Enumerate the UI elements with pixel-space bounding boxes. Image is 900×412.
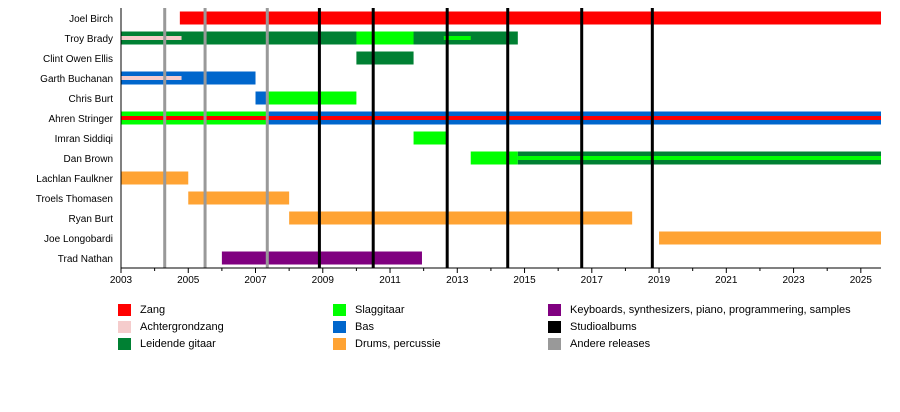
legend-swatch-studioalbums (548, 321, 561, 333)
member-label: Trad Nathan (58, 254, 113, 265)
legend-swatch-drums (333, 338, 346, 350)
member-label: Dan Brown (64, 154, 113, 165)
legend-label-drums: Drums, percussie (355, 338, 441, 350)
bar-achter (121, 76, 182, 80)
legend-label-achtergrondzang: Achtergrondzang (140, 321, 224, 333)
bar-drums (188, 191, 290, 205)
member-label: Imran Siddiqi (55, 134, 113, 145)
bar-drums (289, 211, 633, 225)
x-tick-label: 2021 (715, 275, 738, 286)
x-tick-label: 2013 (446, 275, 469, 286)
x-tick-label: 2011 (379, 275, 401, 286)
member-label: Clint Owen Ellis (43, 54, 113, 65)
legend-item-studioalbums: Studioalbums (548, 321, 637, 333)
bar-bas (121, 71, 256, 85)
legend-swatch-andere-releases (548, 338, 561, 350)
legend-label-andere-releases: Andere releases (570, 338, 651, 350)
member-labels: Joel Birch Troy Brady Clint Owen Ellis Gart… (36, 14, 114, 265)
legend-swatch-leidende-gitaar (118, 338, 131, 350)
bar-slag (267, 91, 357, 105)
x-tick-label: 2005 (177, 275, 200, 286)
legend-item-bas: Bas (333, 321, 374, 333)
x-tick-label: 2009 (312, 275, 335, 286)
legend-swatch-slaggitaar (333, 304, 346, 316)
member-label: Chris Burt (69, 94, 114, 105)
legend-label-zang: Zang (140, 304, 166, 316)
x-tick-label: 2003 (110, 275, 133, 286)
legend-swatch-keyboards (548, 304, 561, 316)
legend-item-achtergrondzang: Achtergrondzang (118, 321, 224, 333)
release-lines-layer (163, 8, 654, 268)
bar-drums (121, 171, 189, 185)
legend-label-slaggitaar: Slaggitaar (355, 304, 405, 316)
legend-label-leidende-gitaar: Leidende gitaar (140, 338, 216, 350)
member-label: Lachlan Faulkner (36, 174, 113, 185)
legend-item-keyboards: Keyboards, synthesizers, piano, programm… (548, 304, 851, 316)
member-label: Troels Thomasen (36, 194, 113, 205)
bars-layer (121, 11, 882, 265)
x-tick-label: 2025 (850, 275, 873, 286)
bar-bas (255, 91, 268, 105)
x-tick-label: 2019 (648, 275, 671, 286)
legend-item-drums: Drums, percussie (333, 338, 441, 350)
member-label: Ryan Burt (69, 214, 114, 225)
bar-zang (121, 116, 881, 120)
bar-slag (356, 31, 414, 45)
bar-slag (443, 36, 471, 40)
x-axis: 2003 2005 2007 2009 2011 2013 2015 2017 2019 2021… (110, 8, 881, 286)
legend-label-bas: Bas (355, 321, 374, 333)
x-tick-label: 2007 (244, 275, 267, 286)
x-tick-label: 2017 (581, 275, 604, 286)
legend-label-studioalbums: Studioalbums (570, 321, 637, 333)
legend-item-slaggitaar: Slaggitaar (333, 304, 405, 316)
member-label: Garth Buchanan (40, 74, 113, 85)
legend-swatch-bas (333, 321, 346, 333)
x-tick-label: 2015 (513, 275, 536, 286)
bar-keys (221, 251, 422, 265)
legend-swatch-zang (118, 304, 131, 316)
legend-item-andere-releases: Andere releases (548, 338, 650, 350)
member-label: Troy Brady (64, 34, 113, 45)
x-tick-label: 2023 (782, 275, 805, 286)
legend-swatch-achtergrondzang (118, 321, 131, 333)
bar-zang (179, 11, 882, 25)
bar-slag (413, 131, 448, 145)
member-label: Joe Longobardi (44, 234, 113, 245)
legend-item-zang: Zang (118, 304, 165, 316)
legend-item-leidende-gitaar: Leidende gitaar (118, 338, 216, 350)
member-label: Ahren Stringer (49, 114, 114, 125)
bar-slag (470, 151, 518, 165)
legend-label-keyboards: Keyboards, synthesizers, piano, programm… (570, 304, 851, 316)
bar-achter (121, 36, 182, 40)
bar-leidende (356, 51, 414, 65)
bar-drums (659, 231, 881, 245)
member-label: Joel Birch (69, 14, 113, 25)
bar-slag (517, 156, 881, 160)
